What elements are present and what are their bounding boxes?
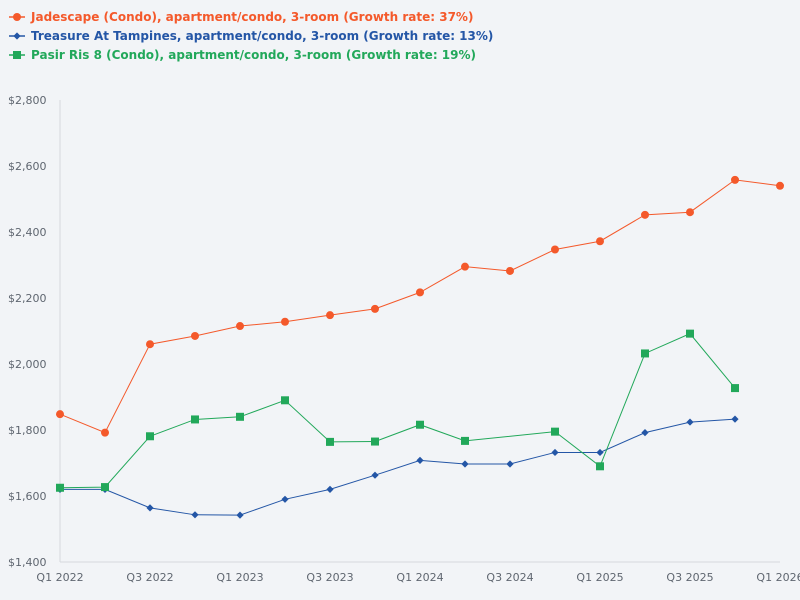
legend-item[interactable]: Treasure At Tampines, apartment/condo, 3… (9, 29, 493, 43)
axes (59, 100, 780, 563)
legend-label: Treasure At Tampines, apartment/condo, 3… (31, 29, 493, 43)
data-point (56, 410, 64, 419)
data-point (146, 340, 154, 349)
y-tick-label: $1,800 (8, 424, 47, 437)
data-point (416, 288, 424, 297)
data-point (731, 175, 739, 184)
data-point (146, 504, 154, 512)
data-point (461, 262, 469, 271)
data-point (641, 429, 649, 437)
y-tick-label: $2,600 (8, 160, 47, 173)
x-tick-label: Q3 2022 (126, 571, 173, 584)
data-point (371, 471, 379, 479)
data-point (596, 237, 604, 246)
data-point (641, 210, 649, 219)
data-point (686, 208, 694, 217)
series-line (59, 333, 736, 489)
y-tick-label: $2,000 (8, 358, 47, 371)
x-tick-label: Q1 2026 (756, 571, 800, 584)
legend: Jadescape (Condo), apartment/condo, 3-ro… (9, 10, 493, 62)
x-tick-label: Q3 2023 (306, 571, 353, 584)
data-point (371, 304, 379, 313)
legend-marker-icon (13, 51, 21, 59)
data-point (731, 415, 739, 423)
series-line (59, 179, 781, 434)
series-layer (56, 175, 784, 519)
legend-item[interactable]: Jadescape (Condo), apartment/condo, 3-ro… (9, 10, 473, 24)
data-point (146, 432, 154, 441)
y-tick-label: $1,400 (8, 556, 47, 569)
data-point (461, 436, 469, 445)
data-point (551, 245, 559, 254)
data-point (281, 495, 289, 503)
data-point (101, 483, 109, 492)
data-point (236, 322, 244, 331)
data-point (416, 420, 424, 429)
data-point (191, 331, 199, 340)
data-point (326, 311, 334, 320)
data-point (551, 427, 559, 436)
x-tick-label: Q3 2025 (666, 571, 713, 584)
data-point (281, 317, 289, 326)
legend-marker-icon (13, 13, 21, 21)
data-point (236, 412, 244, 421)
legend-item[interactable]: Pasir Ris 8 (Condo), apartment/condo, 3-… (9, 48, 476, 62)
data-point (641, 349, 649, 358)
x-tick-label: Q1 2022 (36, 571, 83, 584)
legend-marker-icon (13, 32, 21, 40)
series-line (60, 418, 736, 516)
data-point (326, 485, 334, 493)
series-2 (56, 329, 739, 492)
data-point (776, 181, 784, 190)
data-point (731, 384, 739, 393)
data-point (596, 448, 604, 457)
data-point (461, 460, 469, 468)
data-point (551, 448, 559, 457)
x-tick-label: Q1 2025 (576, 571, 623, 584)
data-point (596, 462, 604, 471)
data-point (281, 396, 289, 405)
data-point (506, 460, 514, 468)
data-point (56, 483, 64, 492)
x-tick-label: Q3 2024 (486, 571, 533, 584)
series-0 (56, 175, 784, 437)
y-tick-label: $2,200 (8, 292, 47, 305)
data-point (416, 456, 424, 464)
x-tick-label: Q1 2024 (396, 571, 443, 584)
data-point (371, 437, 379, 446)
x-tick-label: Q1 2023 (216, 571, 263, 584)
y-tick-label: $2,400 (8, 226, 47, 239)
data-point (686, 329, 694, 338)
data-point (191, 415, 199, 424)
legend-label: Pasir Ris 8 (Condo), apartment/condo, 3-… (31, 48, 476, 62)
legend-label: Jadescape (Condo), apartment/condo, 3-ro… (30, 10, 473, 24)
y-tick-label: $2,800 (8, 94, 47, 107)
data-point (191, 511, 199, 519)
x-axis-ticks: Q1 2022 Q3 2022 Q1 2023 Q3 2023 Q1 2024 Q3 20… (36, 571, 800, 584)
data-point (326, 437, 334, 446)
data-point (506, 266, 514, 275)
data-point (101, 428, 109, 437)
data-point (686, 418, 694, 426)
data-point (236, 511, 244, 519)
y-axis-ticks: $1,400 $1,600 $1,800 $2,000 $2,200 $2,400 $2,6… (8, 94, 47, 569)
series-1 (56, 415, 739, 519)
y-tick-label: $1,600 (8, 490, 47, 503)
